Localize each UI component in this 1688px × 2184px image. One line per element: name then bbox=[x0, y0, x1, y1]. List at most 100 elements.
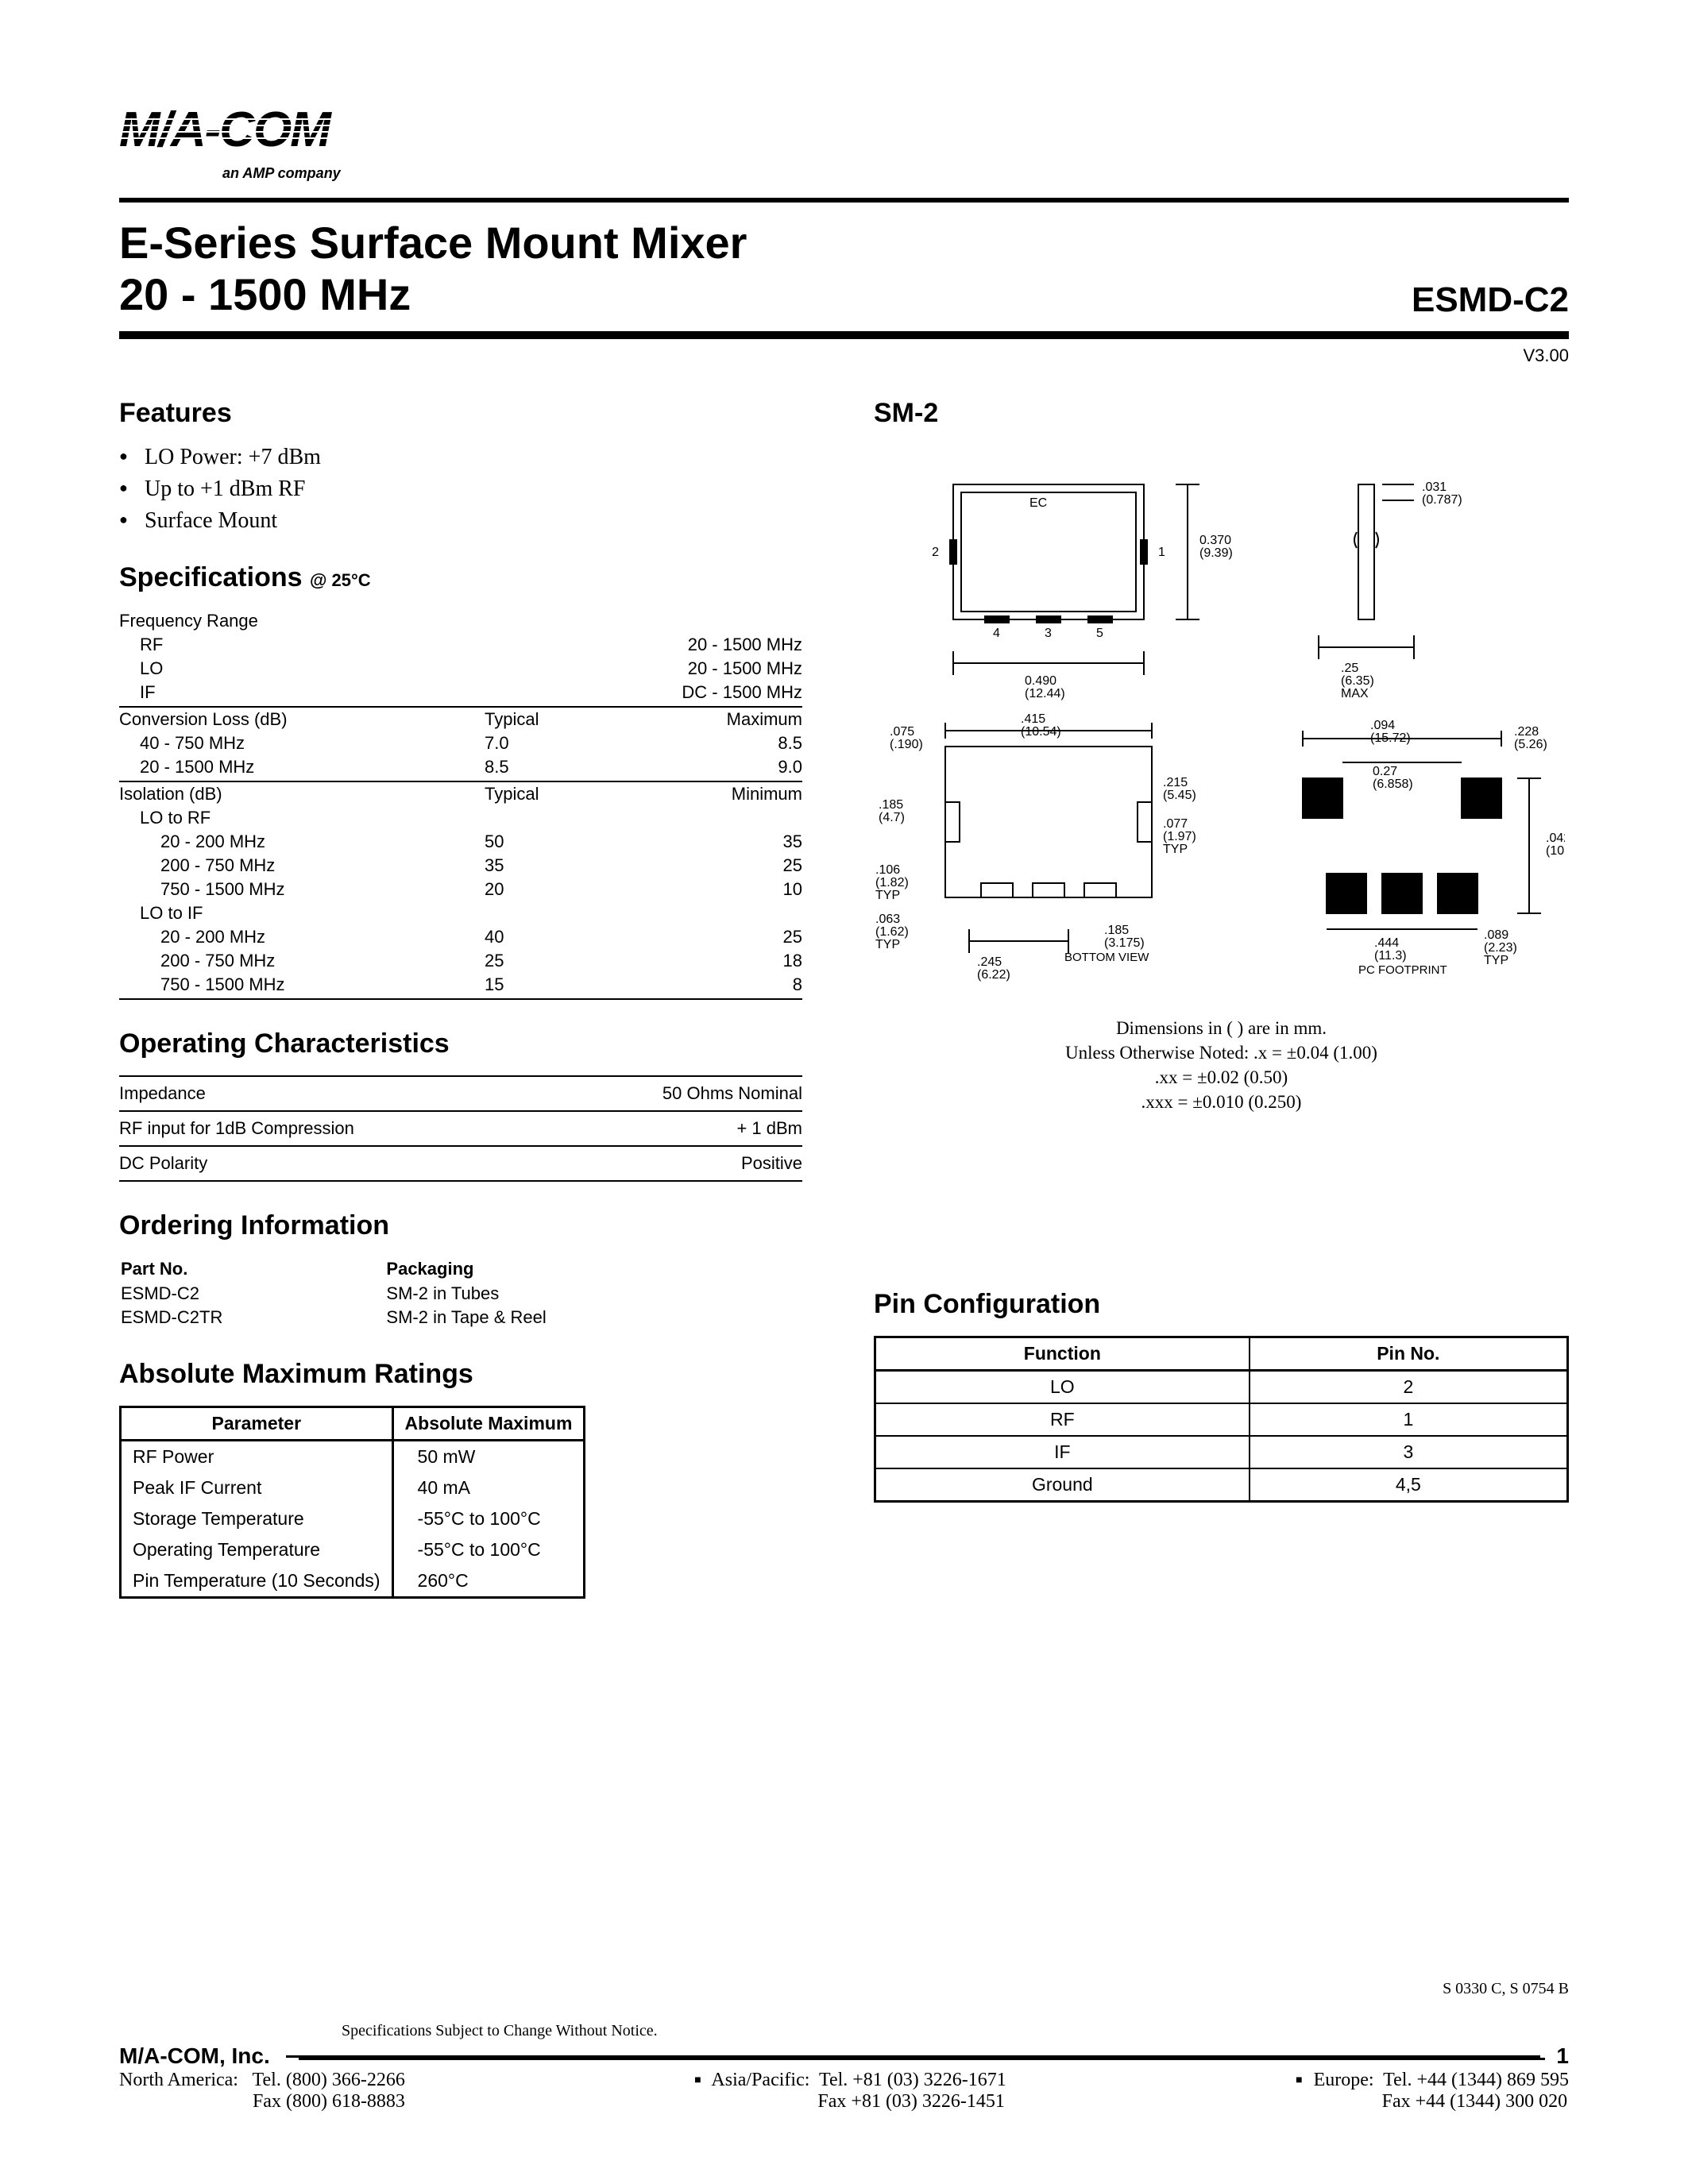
amr-hdr-param: Parameter bbox=[121, 1407, 393, 1441]
iso-label: Isolation (dB) bbox=[119, 781, 485, 806]
svg-text:.063(1.62)TYP: .063(1.62)TYP bbox=[875, 913, 909, 951]
iso-row-ext: 35 bbox=[628, 830, 802, 854]
freq-row-name: RF bbox=[119, 633, 485, 657]
company-logo: M/A-COM bbox=[119, 103, 1569, 172]
iso-row-name: 20 - 200 MHz bbox=[119, 830, 485, 854]
oc-val: Positive bbox=[547, 1146, 802, 1181]
iso-typ-hdr: Typical bbox=[485, 781, 628, 806]
iso-row-ext: 25 bbox=[628, 854, 802, 878]
order-pn: ESMD-C2 bbox=[121, 1283, 384, 1305]
svg-text:.106(1.82)TYP: .106(1.82)TYP bbox=[875, 863, 909, 902]
amr-val: 50 mW bbox=[392, 1441, 585, 1473]
conv-row-ext: 8.5 bbox=[628, 731, 802, 755]
svg-text:.185(4.7): .185(4.7) bbox=[879, 798, 905, 824]
pin-no: 3 bbox=[1250, 1436, 1568, 1468]
pin-hdr-no: Pin No. bbox=[1250, 1337, 1568, 1371]
iso-row-typ: 15 bbox=[485, 973, 628, 999]
amr-param: Operating Temperature bbox=[121, 1534, 393, 1565]
amr-val: -55°C to 100°C bbox=[392, 1534, 585, 1565]
svg-text:.245(6.22): .245(6.22) bbox=[977, 955, 1010, 982]
region-label: North America: bbox=[119, 2070, 238, 2090]
title-row: E-Series Surface Mount Mixer 20 - 1500 M… bbox=[119, 217, 1569, 320]
main-columns: Features LO Power: +7 dBm Up to +1 dBm R… bbox=[119, 398, 1569, 1599]
svg-text:0.27(6.858): 0.27(6.858) bbox=[1373, 765, 1413, 791]
doc-title-line2: 20 - 1500 MHz bbox=[119, 268, 747, 320]
amr-val: 40 mA bbox=[392, 1472, 585, 1503]
svg-text:.215(5.45): .215(5.45) bbox=[1163, 776, 1196, 802]
part-number: ESMD-C2 bbox=[1412, 280, 1569, 320]
iso-row-ext: 8 bbox=[628, 973, 802, 999]
pin-config-table: FunctionPin No. LO2 RF1 IF3 Ground4,5 bbox=[874, 1336, 1569, 1503]
version-label: V3.00 bbox=[119, 345, 1569, 366]
dim-note-line: Dimensions in ( ) are in mm. bbox=[874, 1016, 1569, 1040]
oc-val: + 1 dBm bbox=[547, 1111, 802, 1146]
svg-text:.089(2.23)TYP: .089(2.23)TYP bbox=[1484, 928, 1517, 967]
freq-row-val: DC - 1500 MHz bbox=[628, 681, 802, 707]
svg-text:EC: EC bbox=[1029, 496, 1047, 510]
svg-text:0.370(9.39): 0.370(9.39) bbox=[1199, 534, 1233, 560]
specs-table: Frequency Range RF20 - 1500 MHz LO20 - 1… bbox=[119, 609, 802, 1000]
square-bullet-icon: ■ bbox=[1296, 2074, 1302, 2086]
svg-text:.075(.190): .075(.190) bbox=[890, 725, 923, 751]
pin-func: Ground bbox=[875, 1468, 1250, 1502]
svg-text:2: 2 bbox=[932, 546, 939, 559]
amr-table: ParameterAbsolute Maximum RF Power50 mW … bbox=[119, 1406, 585, 1599]
oc-val: 50 Ohms Nominal bbox=[547, 1076, 802, 1111]
feature-item: Surface Mount bbox=[119, 508, 802, 534]
order-hdr-pn: Part No. bbox=[121, 1259, 384, 1281]
conv-row-name: 40 - 750 MHz bbox=[119, 731, 485, 755]
feature-item: LO Power: +7 dBm bbox=[119, 445, 802, 470]
logo-svg: M/A-COM bbox=[119, 103, 437, 160]
iso-row-typ: 35 bbox=[485, 854, 628, 878]
square-bullet-icon: ■ bbox=[694, 2074, 701, 2086]
logo-subtext: an AMP company bbox=[119, 165, 1569, 182]
footer-company: M/A-COM, Inc. bbox=[119, 2043, 270, 2069]
pin-func: RF bbox=[875, 1403, 1250, 1436]
feature-item: Up to +1 dBm RF bbox=[119, 477, 802, 502]
conv-row-name: 20 - 1500 MHz bbox=[119, 755, 485, 781]
amr-hdr-max: Absolute Maximum bbox=[392, 1407, 585, 1441]
svg-text:5: 5 bbox=[1096, 627, 1103, 640]
region-label: Asia/Pacific: bbox=[711, 2070, 809, 2090]
footer-region-na: North America: Tel. (800) 366-2266 North… bbox=[119, 2070, 405, 2113]
svg-text:.077(1.97)TYP: .077(1.97)TYP bbox=[1163, 817, 1196, 856]
oc-name: RF input for 1dB Compression bbox=[119, 1111, 547, 1146]
footer-code: S 0330 C, S 0754 B bbox=[119, 1980, 1569, 1998]
pin-no: 2 bbox=[1250, 1371, 1568, 1404]
rule-top bbox=[119, 198, 1569, 203]
left-column: Features LO Power: +7 dBm Up to +1 dBm R… bbox=[119, 398, 802, 1599]
iso-row-typ: 50 bbox=[485, 830, 628, 854]
conv-label: Conversion Loss (dB) bbox=[119, 707, 485, 731]
footer-rule bbox=[286, 2055, 1541, 2058]
conv-row-typ: 8.5 bbox=[485, 755, 628, 781]
dim-note-line: .xxx = ±0.010 (0.250) bbox=[874, 1090, 1569, 1114]
iso-row-name: 750 - 1500 MHz bbox=[119, 973, 485, 999]
opchar-heading: Operating Characteristics bbox=[119, 1028, 802, 1059]
ordering-heading: Ordering Information bbox=[119, 1210, 802, 1241]
iso-row-name: 200 - 750 MHz bbox=[119, 949, 485, 973]
freq-row-val: 20 - 1500 MHz bbox=[628, 657, 802, 681]
specs-heading-text: Specifications bbox=[119, 562, 303, 592]
order-pkg: SM-2 in Tape & Reel bbox=[386, 1306, 801, 1329]
specs-heading: Specifications @ 25°C bbox=[119, 562, 802, 593]
amr-param: RF Power bbox=[121, 1441, 393, 1473]
iso-row-name: 750 - 1500 MHz bbox=[119, 878, 485, 901]
region-tel: Tel. +44 (1344) 869 595 bbox=[1383, 2070, 1569, 2090]
order-hdr-pkg: Packaging bbox=[386, 1259, 801, 1281]
footer-note: Specifications Subject to Change Without… bbox=[119, 2022, 1569, 2040]
region-fax: Fax (800) 618-8883 bbox=[253, 2091, 405, 2112]
iso-row-typ: 20 bbox=[485, 878, 628, 901]
sm2-heading: SM-2 bbox=[874, 398, 1569, 429]
amr-val: -55°C to 100°C bbox=[392, 1503, 585, 1534]
footer-rule2 bbox=[299, 2058, 1545, 2060]
svg-text:0.490(12.44): 0.490(12.44) bbox=[1025, 674, 1065, 700]
dimension-notes: Dimensions in ( ) are in mm. Unless Othe… bbox=[874, 1016, 1569, 1114]
order-pn: ESMD-C2TR bbox=[121, 1306, 384, 1329]
region-tel: Tel. (800) 366-2266 bbox=[253, 2070, 405, 2090]
footer-contacts: North America: Tel. (800) 366-2266 North… bbox=[119, 2070, 1569, 2113]
svg-text:M/A-COM: M/A-COM bbox=[119, 103, 332, 157]
conv-max-hdr: Maximum bbox=[628, 707, 802, 731]
region-label: Europe: bbox=[1314, 2070, 1374, 2090]
conv-typ-hdr: Typical bbox=[485, 707, 628, 731]
conv-row-ext: 9.0 bbox=[628, 755, 802, 781]
